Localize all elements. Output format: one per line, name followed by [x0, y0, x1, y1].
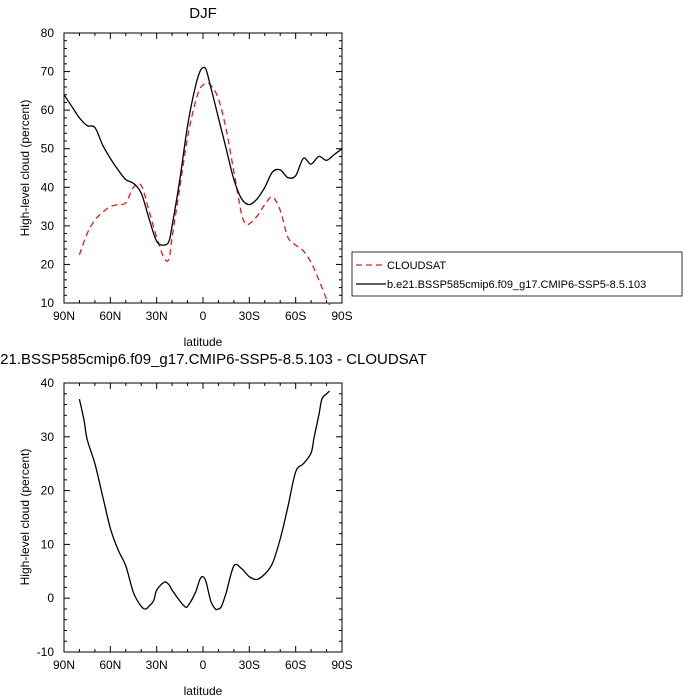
- bottom-x-tick-label: 90N: [53, 658, 75, 672]
- top-y-tick-label: 70: [41, 65, 55, 79]
- bottom-y-tick-label: 20: [41, 484, 55, 498]
- top-chart-title: DJF: [189, 5, 217, 22]
- bottom-x-tick-label: 30S: [239, 658, 260, 672]
- bottom-series-line-0: [78, 390, 331, 611]
- legend-box: [351, 251, 683, 297]
- bottom-y-tick-label: 40: [41, 376, 55, 390]
- bottom-x-tick-label: 60S: [285, 658, 306, 672]
- top-line-chart: DJF latitude High-level cloud (percent) …: [18, 5, 683, 349]
- top-x-tick-label: 60S: [285, 309, 306, 323]
- bottom-y-tick-label: 10: [41, 537, 55, 551]
- bottom-y-axis-label: High-level cloud (percent): [18, 449, 32, 586]
- bottom-chart-title: b.e21.BSSP585cmip6.f09_g17.CMIP6-SSP5-8.…: [0, 351, 427, 368]
- bottom-y-tick-label: -10: [37, 645, 55, 659]
- top-series-line-0: [78, 82, 331, 306]
- bottom-y-tick-label: 0: [47, 591, 54, 605]
- top-x-tick-label: 30N: [146, 309, 168, 323]
- top-x-tick-label: 90S: [331, 309, 352, 323]
- top-x-tick-label: 0: [200, 309, 207, 323]
- top-y-tick-label: 50: [41, 142, 55, 156]
- bottom-x-tick-label: 0: [200, 658, 207, 672]
- top-x-axis-label: latitude: [184, 335, 223, 349]
- bottom-plot-frame: [63, 382, 343, 653]
- top-y-tick-label: 30: [41, 219, 55, 233]
- legend-label-model: b.e21.BSSP585cmip6.f09_g17.CMIP6-SSP5-8.…: [387, 279, 646, 291]
- legend-label-cloudsat: CLOUDSAT: [387, 260, 446, 272]
- bottom-x-tick-label: 30N: [146, 658, 168, 672]
- top-y-tick-label: 10: [41, 296, 55, 310]
- bottom-x-tick-label: 90S: [331, 658, 352, 672]
- top-y-tick-label: 60: [41, 103, 55, 117]
- top-x-tick-label: 60N: [99, 309, 121, 323]
- top-x-tick-label: 30S: [239, 309, 260, 323]
- top-legend: CLOUDSAT b.e21.BSSP585cmip6.f09_g17.CMIP…: [351, 251, 683, 297]
- top-y-tick-label: 40: [41, 180, 55, 194]
- difference-line-chart: b.e21.BSSP585cmip6.f09_g17.CMIP6-SSP5-8.…: [0, 351, 427, 698]
- bottom-x-axis-label: latitude: [184, 684, 223, 698]
- top-plot-frame: [63, 32, 343, 304]
- top-x-tick-label: 90N: [53, 309, 75, 323]
- bottom-y-tick-label: 30: [41, 430, 55, 444]
- top-y-tick-label: 80: [41, 26, 55, 40]
- top-series-line-1: [63, 66, 343, 246]
- top-y-tick-label: 20: [41, 257, 55, 271]
- top-y-axis-label: High-level cloud (percent): [18, 100, 32, 237]
- bottom-x-tick-label: 60N: [99, 658, 121, 672]
